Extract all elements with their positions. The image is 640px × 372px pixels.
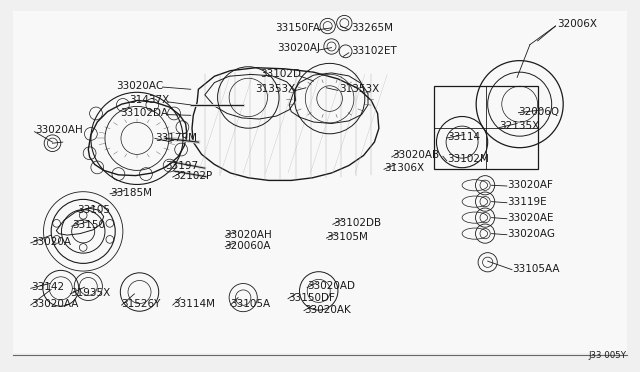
Text: 320060A: 320060A — [224, 241, 271, 250]
Text: 33020A: 33020A — [31, 237, 70, 247]
Text: 31526Y: 31526Y — [122, 299, 161, 309]
Text: 33142: 33142 — [31, 282, 64, 292]
Text: 31935X: 31935X — [70, 288, 111, 298]
Text: 33020AH: 33020AH — [224, 230, 272, 240]
Text: 33020AC: 33020AC — [116, 81, 163, 90]
Text: 33020AD: 33020AD — [307, 282, 355, 291]
Text: 33114: 33114 — [447, 132, 480, 142]
Bar — [434, 86, 538, 169]
Text: 33020AB: 33020AB — [392, 151, 439, 160]
Text: 33102DB: 33102DB — [333, 218, 381, 228]
Text: 33114M: 33114M — [173, 299, 215, 309]
Text: 33020AK: 33020AK — [304, 305, 351, 314]
Text: 31306X: 31306X — [384, 163, 424, 173]
Text: 33020AE: 33020AE — [507, 213, 554, 222]
Text: 33102D: 33102D — [260, 70, 301, 79]
Text: 33020AH: 33020AH — [35, 125, 83, 135]
Text: 33020AG: 33020AG — [507, 229, 555, 238]
Text: 33105AA: 33105AA — [512, 264, 559, 273]
Text: J33 005Y: J33 005Y — [589, 351, 627, 360]
Text: 33179M: 33179M — [155, 133, 197, 142]
Text: 33102DA: 33102DA — [120, 109, 168, 118]
Text: 33150DF: 33150DF — [288, 293, 335, 302]
Text: 31353X: 31353X — [255, 84, 296, 94]
Text: 33020AJ: 33020AJ — [277, 44, 320, 53]
Text: 33265M: 33265M — [351, 23, 393, 33]
Text: 33020AA: 33020AA — [31, 299, 78, 309]
Text: 31437X: 31437X — [129, 96, 170, 105]
Text: 33150FA: 33150FA — [275, 23, 320, 33]
Text: 33105: 33105 — [77, 205, 110, 215]
Text: 33102ET: 33102ET — [351, 46, 396, 56]
Text: 32135X: 32135X — [499, 122, 540, 131]
Text: 32006Q: 32006Q — [518, 107, 559, 116]
Text: 33185M: 33185M — [110, 188, 152, 198]
Text: 32102P: 32102P — [173, 171, 212, 181]
Text: 33102M: 33102M — [447, 154, 488, 164]
Text: 32006X: 32006X — [557, 19, 596, 29]
Text: 33105M: 33105M — [326, 232, 368, 242]
Text: 33020AF: 33020AF — [507, 180, 553, 190]
Text: 33197: 33197 — [165, 161, 198, 170]
Text: 31353X: 31353X — [339, 84, 380, 94]
Text: 33150: 33150 — [72, 220, 105, 230]
Text: 33119E: 33119E — [507, 197, 547, 206]
Text: 33105A: 33105A — [230, 299, 271, 309]
